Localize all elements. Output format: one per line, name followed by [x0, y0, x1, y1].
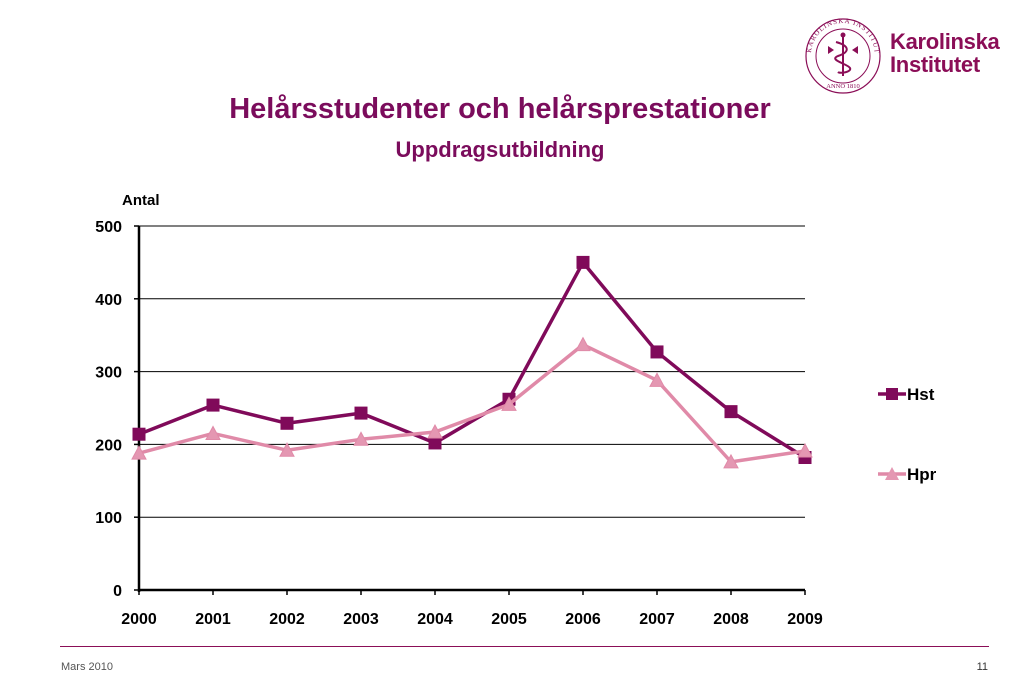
data-point-hst: [280, 416, 294, 430]
series-layer: [131, 255, 813, 469]
logo-wordmark: Karolinska Institutet: [890, 30, 1000, 76]
legend-item-hpr: Hpr: [878, 465, 937, 484]
x-tick-label: 2005: [491, 611, 527, 628]
x-tick-label: 2006: [565, 611, 601, 628]
x-tick-label: 2003: [343, 611, 379, 628]
series-line-hst: [138, 260, 806, 459]
slide-subtitle: Uppdragsutbildning: [395, 137, 605, 162]
x-tick-label: 2000: [121, 611, 157, 628]
legend: Hst Hpr: [878, 385, 937, 484]
series-line-hpr: [138, 342, 806, 464]
data-point-hst: [724, 405, 738, 419]
legend-square-icon: [886, 388, 898, 400]
x-tick-label: 2004: [417, 611, 453, 628]
institute-seal-icon: KAROLINSKA INSTITUTET ANNO 1810: [795, 10, 881, 94]
data-point-hpr: [205, 425, 221, 440]
logo-line-2: Institutet: [890, 52, 980, 77]
data-point-hpr: [723, 453, 739, 469]
x-tick-label: 2009: [787, 611, 823, 628]
footer-date: Mars 2010: [61, 661, 113, 673]
x-tick-label: 2002: [269, 611, 305, 628]
y-tick-label: 500: [95, 219, 122, 236]
karolinska-logo: KAROLINSKA INSTITUTET ANNO 1810 Karolins…: [795, 10, 1000, 94]
data-point-hst: [576, 255, 590, 269]
data-point-hpr: [649, 372, 665, 387]
y-tick-label: 300: [95, 365, 122, 382]
data-point-hst: [206, 398, 220, 412]
x-tick-label: 2007: [639, 611, 675, 628]
data-point-hpr: [353, 431, 369, 446]
series-hpr: [131, 336, 813, 469]
footer-divider: [60, 646, 989, 647]
series-hst: [132, 255, 812, 465]
data-point-hpr: [131, 445, 147, 460]
page-number: 11: [976, 661, 988, 673]
legend-label: Hst: [907, 385, 935, 404]
data-point-hpr: [427, 423, 443, 439]
legend-label: Hpr: [907, 465, 937, 484]
x-tick-label: 2001: [195, 611, 231, 628]
data-point-hpr: [797, 442, 813, 458]
legend-item-hst: Hst: [878, 385, 935, 404]
legend-triangle-icon: [885, 467, 899, 480]
y-tick-label: 100: [95, 510, 122, 527]
y-tick-labels: 0 100 200 300 400 500: [95, 219, 122, 600]
y-tick-label: 400: [95, 292, 122, 309]
data-point-hst: [428, 436, 442, 450]
x-tick-labels: 2000 2001 2002 2003 2004 2005 2006 2007 2008 2009: [121, 611, 823, 628]
data-point-hst: [650, 345, 664, 359]
x-tick-label: 2008: [713, 611, 749, 628]
data-point-hst: [354, 406, 368, 420]
svg-text:ANNO 1810: ANNO 1810: [826, 83, 859, 90]
data-point-hpr: [279, 442, 295, 457]
y-tick-label: 0: [113, 583, 122, 600]
data-point-hpr: [575, 336, 591, 352]
axes: [134, 225, 806, 595]
gridlines: [139, 225, 805, 518]
logo-line-1: Karolinska: [890, 29, 1000, 54]
y-tick-label: 200: [95, 437, 122, 454]
y-axis-label: Antal: [122, 192, 160, 209]
data-point-hst: [132, 427, 146, 441]
data-point-hpr: [501, 396, 517, 411]
slide-title: Helårsstudenter och helårsprestationer: [229, 93, 771, 125]
